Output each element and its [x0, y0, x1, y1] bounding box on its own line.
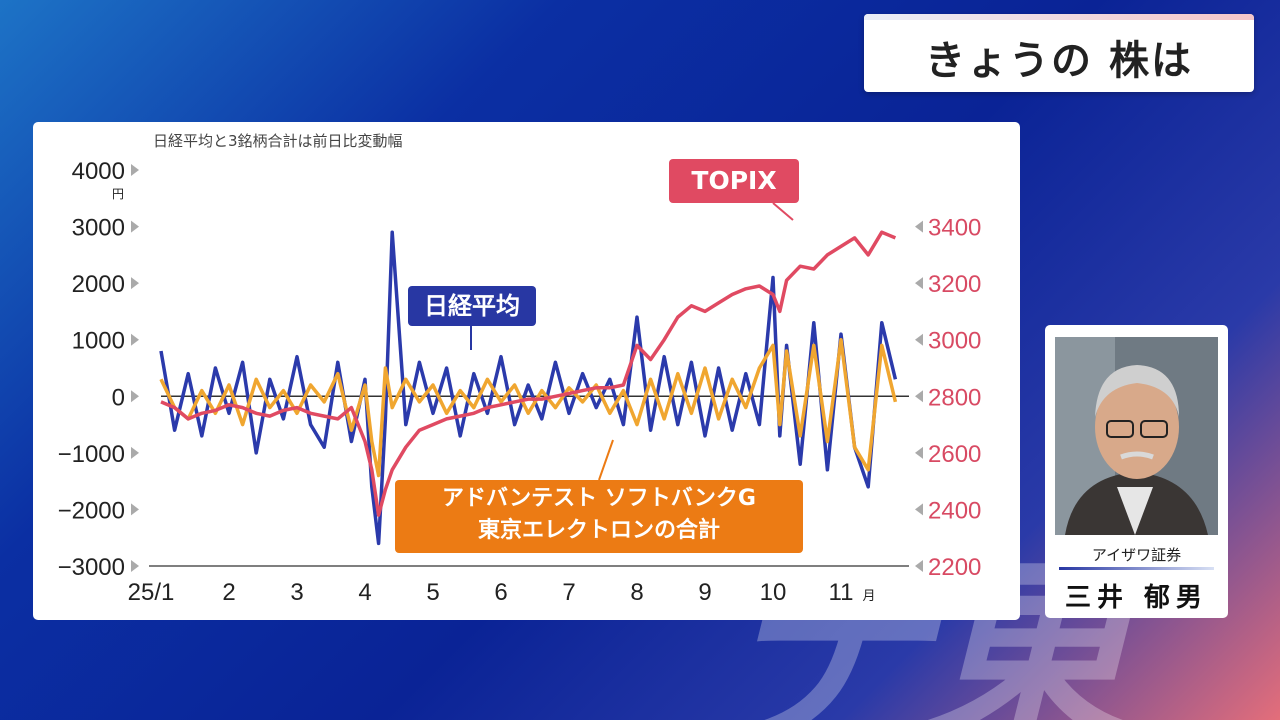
y-left-tick-arrow [131, 503, 139, 516]
combined-stocks-series-line [159, 337, 898, 478]
commentator-divider [1059, 567, 1214, 570]
y-left-tick-label: −2000 [58, 497, 125, 524]
y-right-tick-arrow [915, 503, 923, 516]
x-tick-label: 2 [222, 579, 235, 606]
x-tick-label: 3 [290, 579, 303, 606]
x-tick-label: 11 [829, 579, 854, 606]
y-left-tick-arrow [131, 390, 139, 403]
combined-stocks-callout: アドバンテスト ソフトバンクG 東京エレクトロンの合計 [395, 480, 803, 553]
x-tick-label: 4 [358, 579, 371, 606]
topix-callout: TOPIX [669, 159, 799, 203]
y-right-tick-arrow [915, 220, 923, 233]
x-tick-label: 7 [562, 579, 575, 606]
x-tick-label: 8 [630, 579, 643, 606]
x-tick-label: 25/1 [128, 579, 175, 606]
chart-card: 4000 3000 2000 1000 0 −1000 −2000 −3000 円 3400 320… [33, 122, 1020, 620]
commentator-company: アイザワ証券 [1091, 546, 1182, 564]
y-left-tick-arrow [131, 560, 139, 572]
commentator-photo [1055, 337, 1218, 535]
y-right-tick-label: 3400 [928, 215, 981, 242]
combined-callout-pointer [598, 439, 614, 481]
y-left-tick-label: 0 [112, 384, 125, 411]
y-right-tick-arrow [915, 560, 923, 572]
person-silhouette-icon [1055, 337, 1218, 535]
x-tick-label: 6 [494, 579, 507, 606]
combined-callout-line1: アドバンテスト ソフトバンクG [442, 486, 756, 511]
combined-callout-line2: 東京エレクトロンの合計 [477, 518, 720, 543]
y-left-unit: 円 [112, 187, 124, 201]
chart-note: 日経平均と3銘柄合計は前日比変動幅 [153, 132, 403, 150]
commentator-card: アイザワ証券 三井 郁男 [1045, 325, 1228, 618]
y-left-tick-label: 1000 [72, 328, 125, 355]
x-tick-label: 9 [698, 579, 711, 606]
y-left-tick-label: −3000 [58, 554, 125, 581]
nikkei-series-line [159, 230, 898, 546]
y-left-tick-arrow [131, 277, 139, 290]
y-right-tick-label: 2400 [928, 497, 981, 524]
y-right-tick-label: 2600 [928, 441, 981, 468]
headline-box: きょうの 株は [864, 14, 1254, 92]
x-tick-label: 5 [426, 579, 439, 606]
x-tick-label: 10 [760, 579, 787, 606]
y-left-tick-arrow [131, 220, 139, 233]
y-left-tick-arrow [131, 446, 139, 459]
topix-series-line [160, 230, 897, 517]
headline-accent-bar [864, 14, 1254, 20]
y-right-tick-arrow [915, 277, 923, 290]
topix-callout-pointer [772, 202, 794, 221]
y-right-tick-label: 2200 [928, 554, 981, 581]
commentator-name: 三井 郁男 [1064, 583, 1209, 613]
y-left-tick-label: −1000 [58, 441, 125, 468]
y-right-tick-arrow [915, 390, 923, 403]
y-right-tick-label: 3000 [928, 328, 981, 355]
y-right-tick-arrow [915, 446, 923, 459]
y-left-tick-label: 2000 [72, 271, 125, 298]
y-right-tick-arrow [915, 333, 923, 346]
y-right-tick-label: 3200 [928, 271, 981, 298]
y-left-tick-arrow [131, 333, 139, 346]
headline-title: きょうの 株は [925, 38, 1193, 84]
y-left-tick-label: 3000 [72, 215, 125, 242]
y-left-tick-label: 4000 [72, 158, 125, 185]
nikkei-callout: 日経平均 [408, 286, 536, 326]
x-axis-unit: 月 [862, 589, 875, 604]
stock-chart: 4000 3000 2000 1000 0 −1000 −2000 −3000 円 3400 320… [58, 158, 982, 606]
y-right-tick-label: 2800 [928, 384, 981, 411]
y-left-tick-arrow [131, 164, 139, 176]
